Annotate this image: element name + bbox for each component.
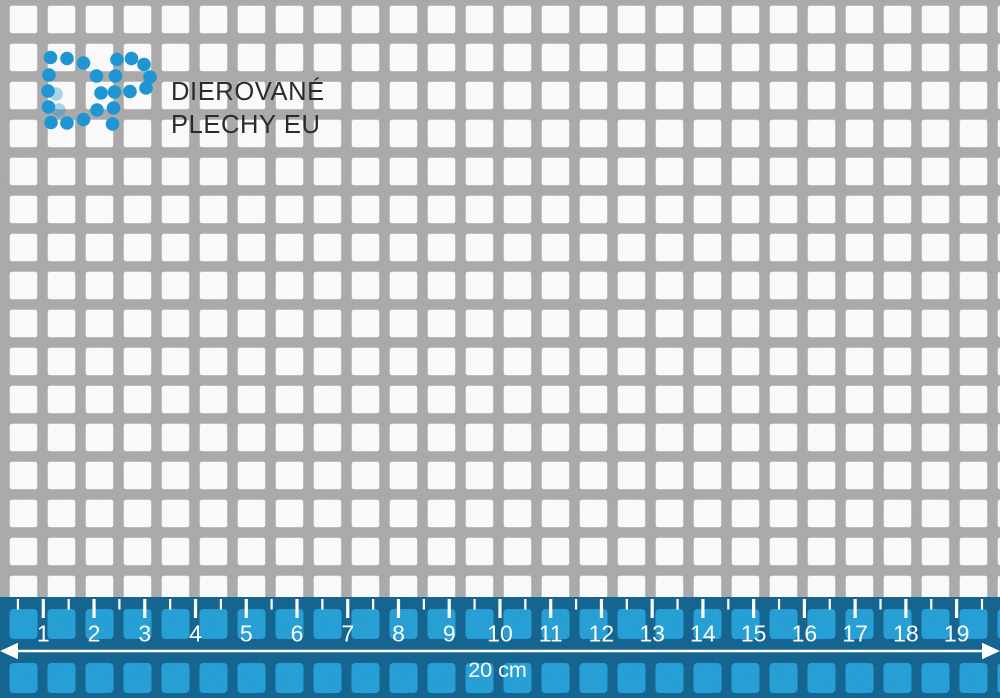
ruler-tick-major — [955, 599, 959, 618]
ruler-tick-major — [447, 599, 451, 618]
arrow-head-left-icon — [0, 642, 18, 660]
logo-dot — [105, 117, 120, 131]
ruler-number: 14 — [690, 621, 716, 647]
ruler-number: 2 — [88, 621, 101, 647]
logo-dot — [52, 103, 66, 117]
logo-dot — [137, 57, 151, 72]
ruler-tick-major — [549, 599, 553, 618]
ruler-tick-major — [41, 599, 45, 618]
ruler-tick-minor — [16, 599, 20, 610]
ruler-tick-major — [396, 599, 401, 618]
ruler-number: 4 — [189, 621, 202, 647]
ruler-number: 1 — [37, 621, 50, 647]
logo-dot — [89, 69, 104, 83]
ruler-tick-minor — [169, 599, 172, 610]
ruler-tick-major — [701, 599, 705, 618]
brand-logo-dp-icon — [41, 50, 157, 131]
logo-dot — [124, 51, 139, 66]
logo-dot — [44, 115, 58, 130]
logo-dot — [110, 52, 124, 67]
brand-name-line2: PLECHY EU — [171, 111, 321, 139]
ruler-number: 11 — [539, 621, 563, 647]
ruler-tick-minor — [422, 599, 425, 610]
ruler-tick-minor — [727, 599, 730, 610]
ruler-number: 19 — [944, 621, 970, 647]
logo-dot — [60, 116, 74, 130]
ruler-number: 18 — [893, 621, 919, 647]
ruler-number: 15 — [741, 621, 767, 647]
ruler-number: 16 — [792, 621, 818, 647]
logo-dot — [76, 56, 91, 70]
ruler-number: 10 — [487, 621, 513, 647]
ruler-number: 8 — [392, 621, 405, 647]
ruler-tick-minor — [625, 599, 628, 610]
ruler-number: 7 — [341, 621, 354, 647]
brand-name-line1: DIEROVANÉ — [171, 78, 325, 106]
ruler-tick-minor — [676, 599, 679, 610]
ruler-tick-major — [752, 599, 756, 618]
ruler-tick-major — [244, 599, 248, 618]
logo-dot — [76, 112, 91, 127]
ruler-tick-minor — [524, 599, 527, 610]
ruler-tick-minor — [879, 599, 882, 610]
ruler-tick-minor — [980, 599, 984, 610]
ruler-tick-minor — [777, 599, 781, 610]
dimension-label: 20 cm — [468, 658, 527, 682]
ruler-tick-minor — [219, 599, 222, 610]
arrow-head-right-icon — [982, 642, 1000, 660]
ruler-number: 12 — [589, 621, 615, 647]
ruler-number: 6 — [291, 621, 304, 647]
ruler-tick-minor — [67, 599, 70, 610]
ruler-tick-major — [346, 599, 350, 618]
ruler-number: 9 — [443, 621, 456, 647]
ruler-tick-minor — [118, 599, 121, 610]
ruler-number: 5 — [240, 621, 253, 647]
logo-dot — [41, 100, 56, 114]
logo-dot — [123, 84, 137, 99]
ruler-number: 13 — [639, 621, 665, 647]
logo-dot — [107, 85, 122, 99]
ruler-tick-minor — [574, 599, 578, 610]
ruler-tick-major — [904, 599, 908, 618]
ruler-number: 3 — [138, 621, 151, 647]
logo-dot — [41, 84, 55, 98]
ruler-tick-major — [802, 599, 806, 618]
logo-dot — [43, 50, 58, 65]
logo-dot — [106, 101, 121, 115]
ruler-tick-major — [193, 599, 198, 618]
ruler-tick-minor — [372, 599, 375, 610]
ruler-tick-major — [143, 599, 147, 618]
logo-dot — [60, 51, 74, 66]
ruler-tick-minor — [473, 599, 476, 610]
logo-dot — [139, 81, 153, 95]
dimension-arrow — [0, 642, 1000, 660]
logo-dot — [94, 86, 108, 100]
ruler-tick-minor — [930, 599, 933, 610]
ruler-tick-major — [853, 599, 857, 618]
logo-dot — [42, 68, 56, 82]
ruler-tick-major — [650, 599, 654, 618]
ruler-tick-minor — [321, 599, 324, 610]
ruler-tick-major — [295, 599, 299, 618]
ruler-scale: 1 2 3 4 5 6 7 8 9 10 11 12 13 14 15 16 17 18 19 — [16, 599, 984, 647]
logo-dot — [90, 103, 104, 117]
ruler-tick-minor — [270, 599, 273, 610]
ruler-number: 17 — [842, 621, 868, 647]
ruler-tick-minor — [828, 599, 831, 610]
ruler-tick-major — [92, 599, 96, 618]
ruler-tick-major — [599, 599, 604, 618]
ruler-tick-major — [498, 599, 502, 618]
logo-dot — [108, 69, 123, 83]
logo-dot — [143, 70, 157, 84]
